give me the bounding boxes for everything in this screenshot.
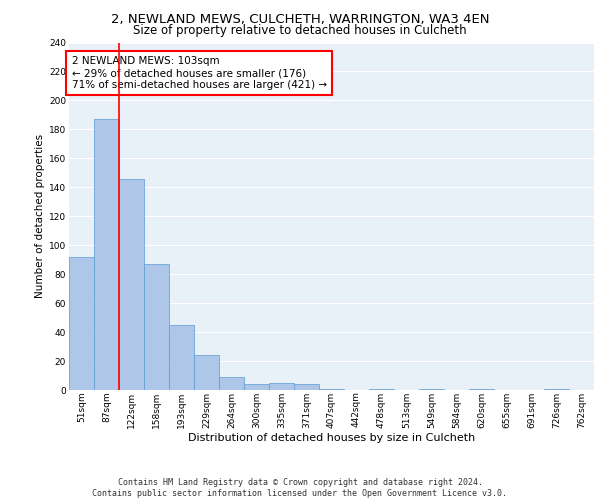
X-axis label: Distribution of detached houses by size in Culcheth: Distribution of detached houses by size … bbox=[188, 434, 475, 444]
Bar bbox=[369, 388, 394, 390]
Y-axis label: Number of detached properties: Number of detached properties bbox=[35, 134, 45, 298]
Bar bbox=[544, 388, 569, 390]
Bar bbox=[194, 355, 219, 390]
Bar bbox=[269, 383, 294, 390]
Bar bbox=[144, 264, 169, 390]
Bar bbox=[469, 388, 494, 390]
Bar bbox=[419, 388, 444, 390]
Text: Size of property relative to detached houses in Culcheth: Size of property relative to detached ho… bbox=[133, 24, 467, 37]
Bar bbox=[219, 377, 244, 390]
Text: 2, NEWLAND MEWS, CULCHETH, WARRINGTON, WA3 4EN: 2, NEWLAND MEWS, CULCHETH, WARRINGTON, W… bbox=[111, 12, 489, 26]
Bar bbox=[69, 257, 94, 390]
Text: Contains HM Land Registry data © Crown copyright and database right 2024.
Contai: Contains HM Land Registry data © Crown c… bbox=[92, 478, 508, 498]
Bar bbox=[319, 388, 344, 390]
Bar bbox=[94, 119, 119, 390]
Bar bbox=[244, 384, 269, 390]
Bar bbox=[119, 178, 144, 390]
Text: 2 NEWLAND MEWS: 103sqm
← 29% of detached houses are smaller (176)
71% of semi-de: 2 NEWLAND MEWS: 103sqm ← 29% of detached… bbox=[71, 56, 327, 90]
Bar bbox=[169, 325, 194, 390]
Bar bbox=[294, 384, 319, 390]
